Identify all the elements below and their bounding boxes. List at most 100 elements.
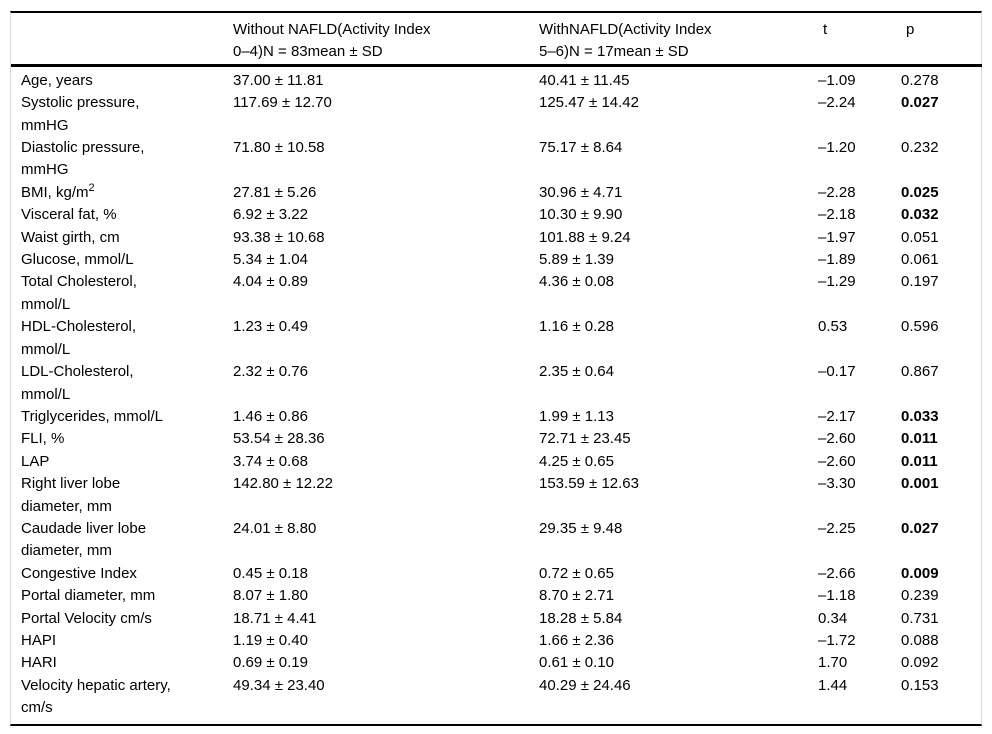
t-value: –1.20 [818, 139, 856, 157]
t-value: –1.18 [818, 587, 856, 605]
row-label-cell: Diastolic pressure, mmHG [21, 139, 145, 179]
with-nafld-value: 125.47 ± 14.42 [539, 94, 639, 112]
t-value: –2.24 [818, 94, 856, 112]
t-value: –1.09 [818, 71, 856, 89]
p-value: 0.088 [901, 631, 939, 649]
header-without-nafld: Without NAFLD(Activity Index 0–4)N = 83me… [233, 13, 539, 65]
with-nafld-value: 30.96 ± 4.71 [539, 183, 623, 201]
table-row: Triglycerides, mmol/L 1.46 ± 0.86 1.99 ± 1… [11, 406, 982, 428]
table-row: Glucose, mmol/L 5.34 ± 1.04 5.89 ± 1.39 –1.… [11, 249, 982, 271]
header-with-nafld: WithNAFLD(Activity Index 5–6)N = 17mean ±… [539, 13, 818, 65]
table-header: Without NAFLD(Activity Index 0–4)N = 83me… [11, 13, 982, 66]
t-value: –2.66 [818, 564, 856, 582]
with-nafld-value: 2.35 ± 0.64 [539, 363, 614, 381]
without-nafld-value: 0.45 ± 0.18 [233, 564, 308, 582]
row-label-cell: Velocity hepatic artery, cm/s [21, 676, 171, 717]
table-row: Visceral fat, % 6.92 ± 3.22 10.30 ± 9.90 –2… [11, 204, 982, 226]
with-nafld-value: 29.35 ± 9.48 [539, 519, 623, 537]
table-row: Right liver lobe diameter, mm 142.80 ± 12.… [11, 473, 982, 518]
row-label-cell: BMI, kg/m2 [21, 181, 95, 201]
p-value: 0.239 [901, 587, 939, 605]
t-value: –1.29 [818, 273, 856, 291]
table-row: Age, years 37.00 ± 11.81 40.41 ± 11.45 –1.0… [11, 65, 982, 92]
without-nafld-value: 1.23 ± 0.49 [233, 318, 308, 336]
row-label-cell: Portal Velocity cm/s [21, 609, 152, 627]
p-value: 0.731 [901, 609, 939, 627]
with-nafld-value: 72.71 ± 23.45 [539, 430, 631, 448]
t-value: –2.28 [818, 183, 856, 201]
header-with-line1: WithNAFLD(Activity Index [539, 21, 712, 38]
with-nafld-value: 0.61 ± 0.10 [539, 654, 614, 672]
without-nafld-value: 8.07 ± 1.80 [233, 587, 308, 605]
table-row: Waist girth, cm 93.38 ± 10.68 101.88 ± 9.2… [11, 227, 982, 249]
row-label-cell: Glucose, mmol/L [21, 251, 134, 269]
t-value: –2.25 [818, 519, 856, 537]
without-nafld-value: 93.38 ± 10.68 [233, 228, 325, 246]
t-value: –3.30 [818, 475, 856, 493]
table-row: LDL-Cholesterol, mmol/L 2.32 ± 0.76 2.35 ± … [11, 361, 982, 406]
row-label-cell: LAP [21, 452, 50, 470]
without-nafld-value: 4.04 ± 0.89 [233, 273, 308, 291]
without-nafld-value: 5.34 ± 1.04 [233, 251, 308, 269]
without-nafld-value: 24.01 ± 8.80 [233, 519, 317, 537]
with-nafld-value: 8.70 ± 2.71 [539, 587, 614, 605]
p-value: 0.009 [901, 564, 939, 582]
with-nafld-value: 10.30 ± 9.90 [539, 206, 623, 224]
p-value: 0.596 [901, 318, 939, 336]
table-row: HDL-Cholesterol, mmol/L 1.23 ± 0.49 1.16 ± … [11, 316, 982, 361]
with-nafld-value: 1.99 ± 1.13 [539, 407, 614, 425]
table-row: Systolic pressure, mmHG 117.69 ± 12.70 125.… [11, 92, 982, 137]
header-with-line2: 5–6)N = 17mean ± SD [539, 43, 689, 61]
with-nafld-value: 4.36 ± 0.08 [539, 273, 614, 291]
row-label-cell: Triglycerides, mmol/L [21, 407, 163, 425]
t-value: –1.72 [818, 631, 856, 649]
row-label-cell: Visceral fat, % [21, 206, 117, 224]
without-nafld-value: 1.19 ± 0.40 [233, 631, 308, 649]
row-label-cell: HARI [21, 654, 57, 672]
table-row: Portal diameter, mm 8.07 ± 1.80 8.70 ± 2.7… [11, 585, 982, 607]
table-row: Velocity hepatic artery, cm/s 49.34 ± 23.4… [11, 675, 982, 724]
t-value: 1.44 [818, 676, 848, 694]
p-value: 0.032 [901, 206, 939, 224]
header-t-col: t [823, 21, 828, 38]
without-nafld-value: 0.69 ± 0.19 [233, 654, 308, 672]
t-value: 0.53 [818, 318, 848, 336]
row-label-cell: Portal diameter, mm [21, 587, 156, 605]
table-row: FLI, % 53.54 ± 28.36 72.71 ± 23.45 –2.60 0.0… [11, 428, 982, 450]
table-body: Age, years 37.00 ± 11.81 40.41 ± 11.45 –1.0… [11, 65, 982, 723]
without-nafld-value: 1.46 ± 0.86 [233, 407, 308, 425]
row-label-cell: Right liver lobe diameter, mm [21, 475, 121, 515]
t-value: –2.60 [818, 452, 856, 470]
without-nafld-value: 142.80 ± 12.22 [233, 475, 333, 493]
p-value: 0.061 [901, 251, 939, 269]
p-value: 0.197 [901, 273, 939, 291]
with-nafld-value: 40.41 ± 11.45 [539, 71, 630, 89]
p-value: 0.025 [901, 183, 939, 201]
row-label-cell: Caudade liver lobe diameter, mm [21, 519, 147, 560]
table-row: Caudade liver lobe diameter, mm 24.01 ± 8.… [11, 518, 982, 563]
with-nafld-value: 40.29 ± 24.46 [539, 676, 631, 694]
t-value: –1.89 [818, 251, 856, 269]
with-nafld-value: 1.16 ± 0.28 [539, 318, 614, 336]
table-row: LAP 3.74 ± 0.68 4.25 ± 0.65 –2.60 0.011 [11, 451, 982, 473]
p-value: 0.153 [901, 676, 939, 694]
row-label-cell: Total Cholesterol, mmol/L [21, 273, 137, 313]
without-nafld-value: 117.69 ± 12.70 [233, 94, 332, 112]
with-nafld-value: 0.72 ± 0.65 [539, 564, 614, 582]
without-nafld-value: 71.80 ± 10.58 [233, 139, 325, 157]
without-nafld-value: 2.32 ± 0.76 [233, 363, 308, 381]
with-nafld-value: 101.88 ± 9.24 [539, 228, 631, 246]
with-nafld-value: 18.28 ± 5.84 [539, 609, 623, 627]
table-row: Total Cholesterol, mmol/L 4.04 ± 0.89 4.36 … [11, 271, 982, 316]
table-row: Portal Velocity cm/s 18.71 ± 4.41 18.28 ± … [11, 608, 982, 630]
p-value: 0.232 [901, 139, 939, 157]
t-value: –0.17 [818, 363, 856, 381]
row-label-cell: Congestive Index [21, 564, 137, 582]
table-row: Diastolic pressure, mmHG 71.80 ± 10.58 75.1… [11, 137, 982, 182]
row-label-cell: Age, years [21, 71, 93, 89]
row-label-cell: Systolic pressure, mmHG [21, 94, 140, 134]
p-value: 0.011 [901, 430, 938, 448]
with-nafld-value: 153.59 ± 12.63 [539, 475, 639, 493]
p-value: 0.011 [901, 452, 938, 470]
